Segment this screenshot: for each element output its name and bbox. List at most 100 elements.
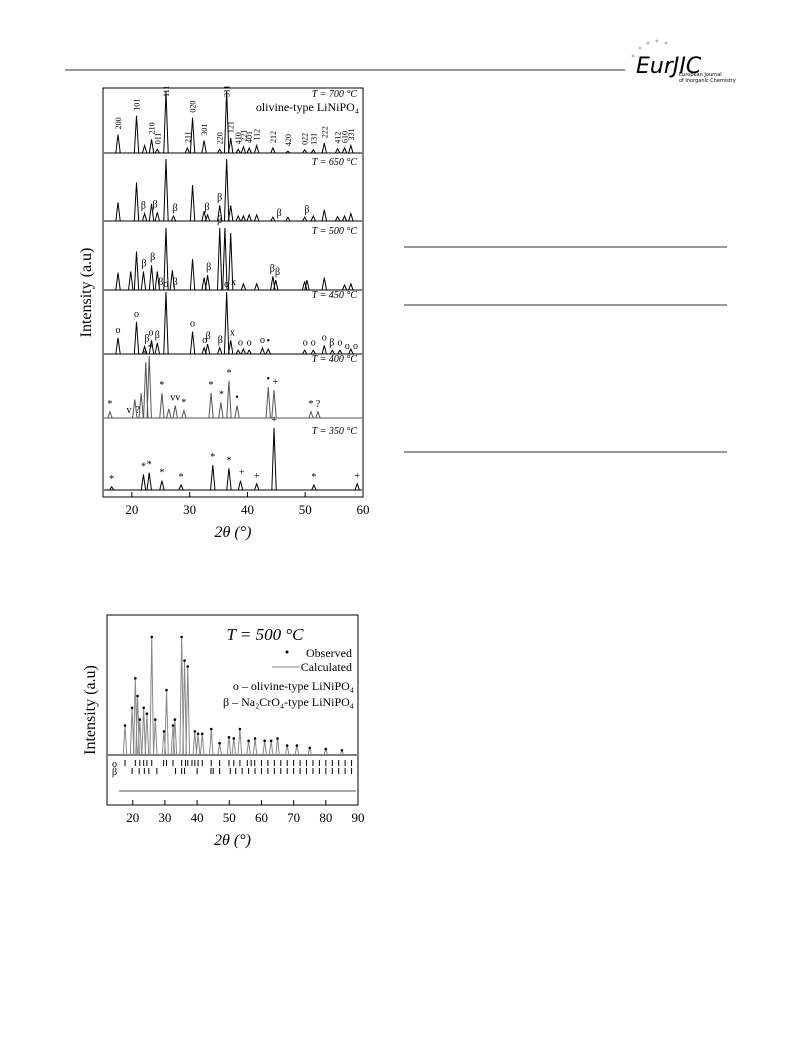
- peak: [133, 115, 140, 154]
- legend-label: Calculated: [301, 660, 352, 674]
- observed-point: [183, 659, 186, 662]
- peak-label: 331: [347, 129, 356, 141]
- observed-point: [193, 730, 197, 733]
- observed-point: [308, 746, 312, 750]
- peak: [201, 210, 207, 222]
- peak: [140, 271, 147, 291]
- peak-label: *: [219, 390, 224, 401]
- peak-label: *: [109, 474, 114, 485]
- peak: [301, 281, 308, 291]
- peak-label: •: [235, 393, 239, 404]
- peak-label: *: [159, 468, 164, 479]
- peak: [304, 279, 310, 291]
- observed-point: [142, 706, 145, 710]
- peak-label: o: [190, 319, 195, 330]
- peak-label: β: [206, 331, 211, 342]
- peak: [210, 465, 216, 491]
- panel-label: T = 400 °C: [312, 354, 358, 365]
- peak: [163, 90, 169, 154]
- peak: [231, 738, 237, 756]
- peak-label: *: [311, 472, 316, 483]
- peak-label: *: [148, 343, 153, 354]
- peak-label: 011: [153, 133, 162, 145]
- peak: [208, 393, 214, 419]
- peak-label: o: [134, 309, 139, 320]
- reflection-label: o: [112, 759, 117, 770]
- observed-point: [232, 737, 236, 740]
- logo-text: EurJIC: [636, 54, 702, 79]
- x-tick-label: 40: [241, 502, 254, 517]
- peak-label: β: [141, 201, 146, 212]
- observed-point: [138, 718, 142, 721]
- x-tick-label: 90: [352, 810, 365, 825]
- peak-label: o: [353, 341, 358, 352]
- peak-label: β: [155, 330, 160, 341]
- peak: [148, 203, 155, 222]
- peak: [163, 158, 169, 222]
- peak-label: o: [163, 279, 168, 290]
- peak: [240, 145, 247, 154]
- peak: [226, 468, 232, 491]
- peak-label: ?: [135, 405, 140, 416]
- peak-label: *: [179, 472, 184, 483]
- observed-point: [227, 736, 231, 739]
- peak-label: +: [272, 377, 278, 388]
- peak: [285, 216, 291, 222]
- observed-point: [136, 694, 139, 698]
- peak-label: 221: [239, 130, 248, 142]
- peak: [169, 270, 176, 291]
- peak-label: •: [266, 336, 270, 347]
- peak: [254, 143, 260, 154]
- x-tick-label: 50: [299, 502, 312, 517]
- peak-label: β: [150, 252, 155, 263]
- peak-label: v: [127, 405, 132, 416]
- peak-label: 401: [245, 131, 254, 143]
- peak: [166, 408, 172, 419]
- peak-label: +: [254, 471, 260, 482]
- y-axis-label: Intensity (a.u): [82, 665, 99, 755]
- peak-label: β: [173, 277, 178, 288]
- peak: [172, 405, 178, 419]
- observed-point: [165, 688, 168, 692]
- x-tick-label: 70: [287, 810, 300, 825]
- peak: [217, 743, 222, 756]
- observed-point: [276, 737, 279, 740]
- peak: [227, 340, 234, 355]
- peak-label: β: [152, 199, 157, 210]
- observed-point: [324, 747, 328, 751]
- peak-label: β: [217, 193, 222, 204]
- peak: [271, 390, 277, 419]
- peak-label: *: [107, 399, 112, 410]
- peak: [107, 410, 113, 419]
- peak-label: *: [309, 399, 314, 410]
- peak-label: 200: [114, 117, 123, 129]
- peak-label: o: [260, 335, 265, 346]
- peak: [195, 733, 201, 756]
- observed-point: [209, 727, 213, 731]
- peak: [164, 690, 169, 756]
- chart-title: T = 500 °C: [226, 625, 304, 644]
- peak-label: *: [226, 455, 231, 466]
- peak-label: 022: [301, 133, 310, 145]
- peak: [265, 347, 271, 355]
- peak: [240, 282, 247, 291]
- observed-point: [218, 741, 221, 745]
- peak: [354, 482, 360, 491]
- peak: [178, 483, 184, 491]
- x-tick-label: 80: [319, 810, 332, 825]
- peak-label: o: [337, 337, 342, 348]
- peak-label: +: [271, 415, 277, 426]
- peak-label: 412: [334, 132, 343, 144]
- y-axis-label: Intensity (a.u): [78, 248, 95, 338]
- peak: [181, 408, 187, 419]
- peak: [154, 212, 160, 222]
- peak: [149, 636, 155, 756]
- peak: [208, 729, 214, 756]
- x-tick-label: 20: [125, 502, 138, 517]
- peak: [217, 205, 223, 222]
- peak: [246, 146, 252, 154]
- x-axis-label: 2θ (°): [215, 524, 252, 541]
- peak-label: 020: [189, 101, 198, 113]
- observed-point: [247, 739, 250, 743]
- plot-frame: [106, 614, 359, 806]
